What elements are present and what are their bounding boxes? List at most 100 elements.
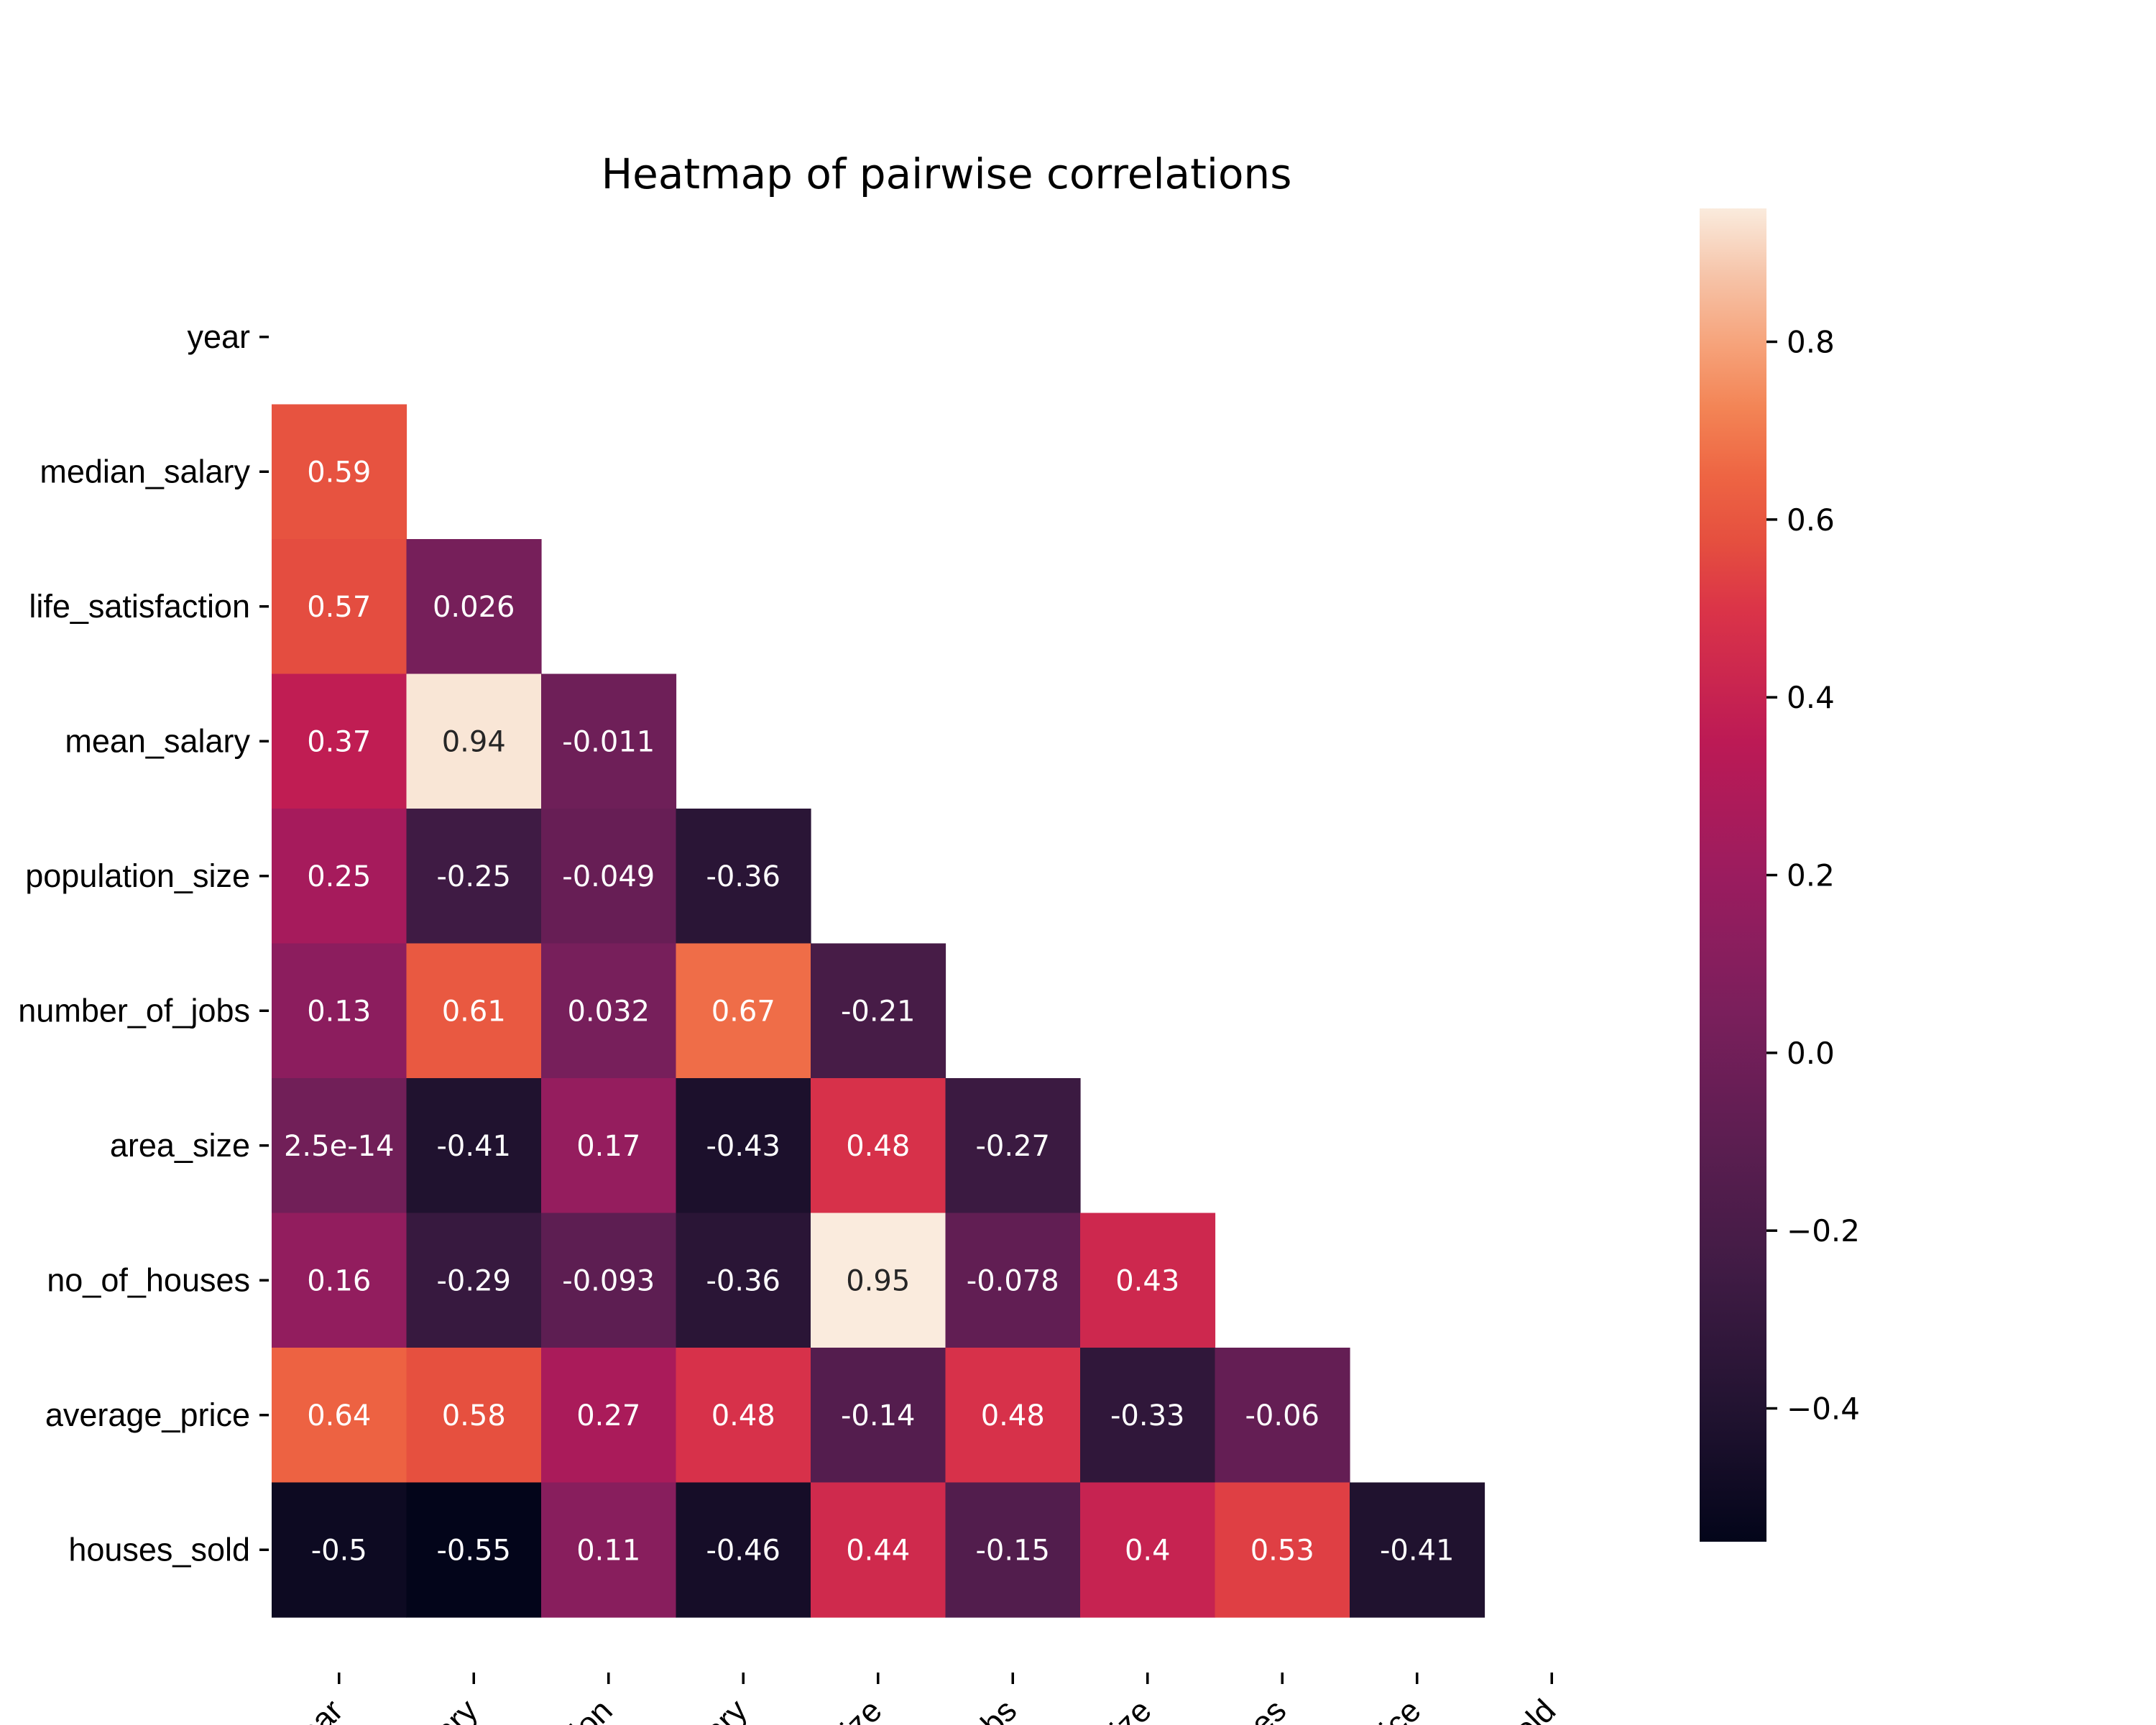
chart-title: Heatmap of pairwise correlations <box>602 150 1292 198</box>
heatmap-cell <box>945 1078 1081 1214</box>
cell-value-label: -0.15 <box>976 1534 1051 1567</box>
y-tick-label: area_size <box>110 1127 250 1164</box>
cell-value-label: 0.95 <box>846 1264 910 1297</box>
y-tick-label: population_size <box>25 857 250 894</box>
heatmap-cell <box>272 404 407 540</box>
x-tick-label: year <box>280 1692 350 1725</box>
cell-value-label: 0.032 <box>567 995 650 1028</box>
y-tick-label: mean_salary <box>65 722 250 759</box>
heatmap-cell <box>406 673 542 809</box>
cell-value-label: -0.36 <box>706 860 781 893</box>
colorbar-tick-label: −0.2 <box>1787 1213 1860 1248</box>
cell-value-label: 0.61 <box>442 995 506 1028</box>
colorbar-tick-label: −0.4 <box>1787 1392 1860 1427</box>
cell-value-label: 0.026 <box>433 591 515 624</box>
heatmap-cell <box>406 943 542 1079</box>
heatmap-cell <box>945 1482 1081 1618</box>
heatmap-cell <box>541 673 677 809</box>
heatmap-cell <box>272 943 407 1079</box>
cell-value-label: -0.41 <box>1380 1534 1455 1567</box>
heatmap-cell <box>272 809 407 944</box>
cell-value-label: -0.078 <box>967 1264 1059 1297</box>
cell-value-label: 2.5e-14 <box>284 1130 395 1163</box>
heatmap-cell <box>406 539 542 675</box>
heatmap-cell <box>406 1482 542 1618</box>
cell-value-label: 0.43 <box>1115 1264 1179 1297</box>
heatmap-cell <box>1215 1348 1350 1484</box>
cell-value-label: -0.14 <box>841 1399 916 1432</box>
cell-value-label: 0.53 <box>1250 1534 1314 1567</box>
heatmap-cell <box>676 1078 811 1214</box>
cell-value-label: -0.06 <box>1245 1399 1320 1432</box>
heatmap-cell <box>676 1482 811 1618</box>
heatmap-cell <box>406 1078 542 1214</box>
y-axis: year median_salary life_satisfaction mean_s… <box>18 318 269 1568</box>
heatmap-cell <box>811 1078 946 1214</box>
heatmap-cell <box>676 1348 811 1484</box>
heatmap-cell <box>1350 1482 1485 1618</box>
colorbar-tick-label: 0.0 <box>1787 1036 1835 1071</box>
y-tick-label: no_of_houses <box>47 1261 250 1298</box>
heatmap-cell <box>272 1348 407 1484</box>
heatmap-cell <box>811 1482 946 1618</box>
heatmap-cell <box>1215 1482 1350 1618</box>
heatmap-cell <box>676 809 811 944</box>
cell-value-label: -0.41 <box>437 1130 512 1163</box>
x-tick-label: area_size <box>1033 1692 1158 1725</box>
cell-value-label: 0.59 <box>307 456 371 489</box>
cell-value-label: 0.27 <box>576 1399 640 1432</box>
colorbar-tick-label: 0.6 <box>1787 502 1835 538</box>
heatmap-cell <box>541 809 677 944</box>
cell-value-label: 0.58 <box>442 1399 506 1432</box>
cell-value-label: 0.25 <box>307 860 371 893</box>
y-tick-label: life_satisfaction <box>29 588 250 625</box>
colorbar-tick-label: 0.2 <box>1787 858 1835 893</box>
x-axis: yearmedian_salarylife_satisfactionmean_s… <box>280 1673 1562 1725</box>
cell-value-label: -0.43 <box>706 1130 781 1163</box>
cell-value-label: -0.36 <box>706 1264 781 1297</box>
heatmap-cell <box>406 1213 542 1348</box>
heatmap-cell <box>541 1348 677 1484</box>
x-tick-label: houses_sold <box>1409 1692 1563 1725</box>
cell-value-label: -0.55 <box>437 1534 512 1567</box>
cell-value-label: -0.011 <box>562 725 655 758</box>
y-tick-label: year <box>187 318 250 355</box>
cell-value-label: -0.27 <box>976 1130 1051 1163</box>
heatmap-cell <box>1080 1482 1216 1618</box>
cell-value-label: 0.67 <box>711 995 775 1028</box>
cell-value-label: -0.29 <box>437 1264 512 1297</box>
colorbar-gradient <box>1700 208 1766 1542</box>
cell-value-label: 0.16 <box>307 1264 371 1297</box>
cell-value-label: -0.33 <box>1110 1399 1185 1432</box>
colorbar-tick-label: 0.8 <box>1787 325 1835 360</box>
y-tick-label: houses_sold <box>68 1531 250 1568</box>
cell-value-label: 0.48 <box>846 1130 910 1163</box>
heatmap-cell <box>272 673 407 809</box>
colorbar-tick-label: 0.4 <box>1787 680 1835 715</box>
heatmap-cell <box>272 539 407 675</box>
y-tick-label: median_salary <box>40 453 250 489</box>
heatmap-cell <box>541 943 677 1079</box>
heatmap-cell <box>1080 1348 1216 1484</box>
heatmap-cell <box>272 1078 407 1214</box>
heatmap-cell <box>811 1348 946 1484</box>
heatmap-cell <box>676 1213 811 1348</box>
heatmap-cell <box>406 809 542 944</box>
heatmap-cell <box>945 1213 1081 1348</box>
heatmap-cell <box>1080 1213 1216 1348</box>
heatmap-cell <box>811 943 946 1079</box>
colorbar: −0.4 −0.2 0.0 0.2 0.4 0.6 0.8 <box>1700 208 1860 1542</box>
cell-value-label: 0.48 <box>981 1399 1045 1432</box>
cell-value-label: 0.11 <box>576 1534 640 1567</box>
heatmap-cell <box>541 1482 677 1618</box>
heatmap-cell <box>272 1482 407 1618</box>
cell-value-label: 0.37 <box>307 725 371 758</box>
cell-value-label: 0.4 <box>1125 1534 1171 1567</box>
cell-value-label: 0.57 <box>307 591 371 624</box>
heatmap-cell <box>811 1213 946 1348</box>
heatmap-cell <box>406 1348 542 1484</box>
cell-value-label: -0.21 <box>841 995 916 1028</box>
cell-value-label: 0.44 <box>846 1534 910 1567</box>
cell-value-label: 0.17 <box>576 1130 640 1163</box>
